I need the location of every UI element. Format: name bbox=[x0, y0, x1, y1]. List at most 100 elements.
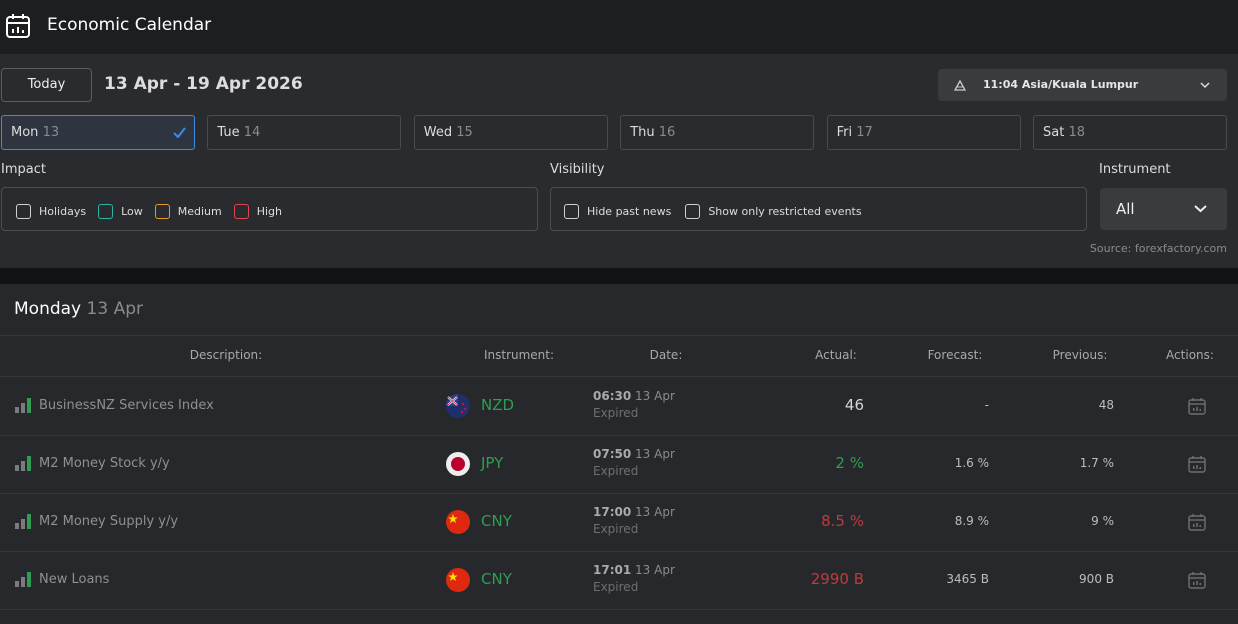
day-date: 17 bbox=[856, 125, 873, 140]
day-date: 15 bbox=[456, 125, 473, 140]
day-name: Mon bbox=[11, 125, 39, 140]
column-header: Actual: bbox=[815, 348, 857, 362]
event-datetime: 07:50 13 Apr bbox=[593, 447, 675, 461]
day-name: Thu bbox=[630, 125, 655, 140]
impact-option: Low bbox=[121, 205, 143, 218]
page-title: Economic Calendar bbox=[47, 15, 212, 35]
day-tab[interactable]: Sat 18 bbox=[1033, 115, 1227, 150]
day-tab[interactable]: Thu 16 bbox=[620, 115, 815, 150]
previous-value: 9 % bbox=[1091, 514, 1114, 528]
event-status: Expired bbox=[593, 580, 639, 594]
event-time: 17:00 bbox=[593, 505, 632, 519]
timezone-select[interactable]: 11:04 Asia/Kuala Lumpur bbox=[938, 69, 1227, 101]
forecast-value: 1.6 % bbox=[954, 456, 989, 470]
event-datetime: 06:30 13 Apr bbox=[593, 389, 675, 403]
today-button[interactable]: Today bbox=[1, 68, 92, 102]
event-status: Expired bbox=[593, 406, 639, 420]
checkbox[interactable] bbox=[154, 204, 170, 219]
day-date: 14 bbox=[243, 125, 261, 140]
event-date: 13 Apr bbox=[635, 447, 675, 461]
event-time: 17:01 bbox=[593, 563, 632, 577]
checkbox[interactable] bbox=[685, 204, 701, 219]
events-panel bbox=[0, 284, 1238, 624]
divider bbox=[0, 268, 1238, 284]
event-instrument: CNY bbox=[481, 512, 512, 530]
visibility-label: Visibility bbox=[550, 162, 605, 177]
visibility-option: Show only restricted events bbox=[708, 205, 862, 218]
checkbox[interactable] bbox=[233, 204, 249, 219]
instrument-select[interactable]: All bbox=[1100, 188, 1227, 230]
chevron bbox=[1194, 205, 1207, 213]
day-name: Tue bbox=[217, 125, 240, 140]
day-date: 16 bbox=[658, 125, 676, 140]
checkbox[interactable] bbox=[98, 204, 114, 219]
instrument-value: All bbox=[1116, 200, 1135, 218]
day-tab[interactable]: Wed 15 bbox=[413, 115, 608, 150]
check-icon bbox=[173, 127, 186, 138]
impact-option: High bbox=[256, 205, 283, 218]
previous-value: 900 B bbox=[1079, 572, 1114, 586]
add-to-calendar[interactable] bbox=[1188, 397, 1206, 415]
header: Economic Calendar bbox=[0, 0, 1238, 54]
table-header bbox=[0, 335, 1238, 377]
globe-icon bbox=[954, 79, 966, 91]
section-day: Monday bbox=[14, 299, 82, 319]
impact-icon bbox=[15, 572, 31, 587]
event-row: M2 Money Supply y/y CNY 17:00 13 Apr Expire… bbox=[0, 493, 1238, 552]
impact-icon bbox=[15, 456, 31, 471]
visibility-filter: Hide past news Show only restricted event… bbox=[550, 187, 1087, 231]
flag bbox=[446, 568, 470, 592]
day-name: Wed bbox=[423, 125, 453, 140]
checkbox[interactable] bbox=[16, 204, 31, 219]
impact-option: Medium bbox=[177, 205, 222, 218]
column-header: Previous: bbox=[1052, 348, 1108, 362]
event-datetime: 17:00 13 Apr bbox=[593, 505, 675, 519]
impact-label: Impact bbox=[1, 162, 46, 177]
section-date: 13 Apr bbox=[86, 299, 143, 319]
column-header: Instrument: bbox=[483, 348, 555, 362]
add-to-calendar[interactable] bbox=[1188, 513, 1206, 531]
column-header: Forecast: bbox=[927, 348, 983, 362]
event-instrument: NZD bbox=[481, 396, 515, 414]
day-tab[interactable]: Mon 13 bbox=[1, 115, 195, 150]
forecast-value: 8.9 % bbox=[954, 514, 989, 528]
actual-value: 46 bbox=[844, 396, 864, 414]
impact-icon bbox=[15, 514, 31, 529]
add-to-calendar[interactable] bbox=[1188, 455, 1206, 473]
event-description: M2 Money Stock y/y bbox=[39, 456, 170, 471]
visibility-option: Hide past news bbox=[587, 205, 672, 218]
event-datetime: 17:01 13 Apr bbox=[593, 563, 675, 577]
event-description: New Loans bbox=[39, 572, 110, 587]
column-header: Actions: bbox=[1166, 348, 1214, 362]
checkbox[interactable] bbox=[564, 204, 579, 219]
event-instrument: CNY bbox=[481, 570, 512, 588]
timezone-text: 11:04 Asia/Kuala Lumpur bbox=[983, 78, 1139, 91]
day-tab[interactable]: Fri 17 bbox=[826, 115, 1021, 150]
calendar-icon bbox=[6, 14, 30, 38]
event-row: New Loans CNY 17:01 13 Apr Expired 2990 B 346… bbox=[0, 551, 1238, 610]
previous-value: 1.7 % bbox=[1079, 456, 1114, 470]
add-to-calendar[interactable] bbox=[1188, 571, 1206, 589]
event-row: M2 Money Stock y/y JPY 07:50 13 Apr Expired… bbox=[0, 435, 1238, 494]
day-name: Sat bbox=[1043, 125, 1065, 140]
event-description: M2 Money Supply y/y bbox=[39, 514, 179, 529]
actual-value: 2990 B bbox=[810, 570, 864, 588]
forecast-value: - bbox=[984, 398, 989, 412]
previous-value: 48 bbox=[1098, 398, 1114, 412]
source: Source: forexfactory.com bbox=[1089, 242, 1227, 255]
event-date: 13 Apr bbox=[635, 505, 675, 519]
actual-value: 8.5 % bbox=[821, 512, 864, 530]
impact-icon bbox=[15, 398, 31, 413]
event-date: 13 Apr bbox=[635, 389, 675, 403]
flag bbox=[446, 452, 470, 476]
event-status: Expired bbox=[593, 522, 639, 536]
date-range: 13 Apr - 19 Apr 2026 bbox=[104, 74, 303, 94]
actual-value: 2 % bbox=[835, 454, 864, 472]
day-date: 13 bbox=[42, 125, 60, 140]
day-tab[interactable]: Tue 14 bbox=[207, 115, 402, 150]
event-status: Expired bbox=[593, 464, 639, 478]
event-date: 13 Apr bbox=[635, 563, 675, 577]
event-time: 07:50 bbox=[593, 447, 632, 461]
